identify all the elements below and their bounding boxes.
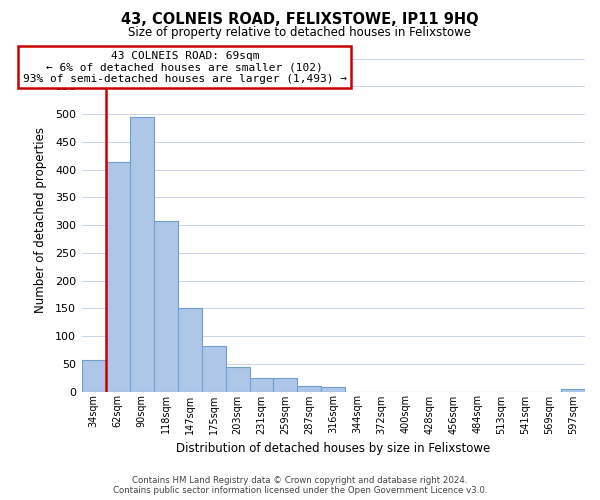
Bar — [106, 162, 130, 392]
Y-axis label: Number of detached properties: Number of detached properties — [34, 126, 47, 312]
Bar — [130, 117, 154, 392]
Bar — [274, 378, 298, 392]
Bar — [250, 378, 274, 392]
Bar — [322, 387, 346, 392]
Text: 43, COLNEIS ROAD, FELIXSTOWE, IP11 9HQ: 43, COLNEIS ROAD, FELIXSTOWE, IP11 9HQ — [121, 12, 479, 28]
Text: 43 COLNEIS ROAD: 69sqm
← 6% of detached houses are smaller (102)
93% of semi-det: 43 COLNEIS ROAD: 69sqm ← 6% of detached … — [23, 51, 347, 84]
Text: Contains HM Land Registry data © Crown copyright and database right 2024.
Contai: Contains HM Land Registry data © Crown c… — [113, 476, 487, 495]
X-axis label: Distribution of detached houses by size in Felixstowe: Distribution of detached houses by size … — [176, 442, 491, 455]
Bar — [82, 360, 106, 392]
Bar — [226, 366, 250, 392]
Text: Size of property relative to detached houses in Felixstowe: Size of property relative to detached ho… — [128, 26, 472, 39]
Bar — [202, 346, 226, 392]
Bar — [154, 220, 178, 392]
Bar — [178, 308, 202, 392]
Bar — [561, 388, 585, 392]
Bar — [298, 386, 322, 392]
